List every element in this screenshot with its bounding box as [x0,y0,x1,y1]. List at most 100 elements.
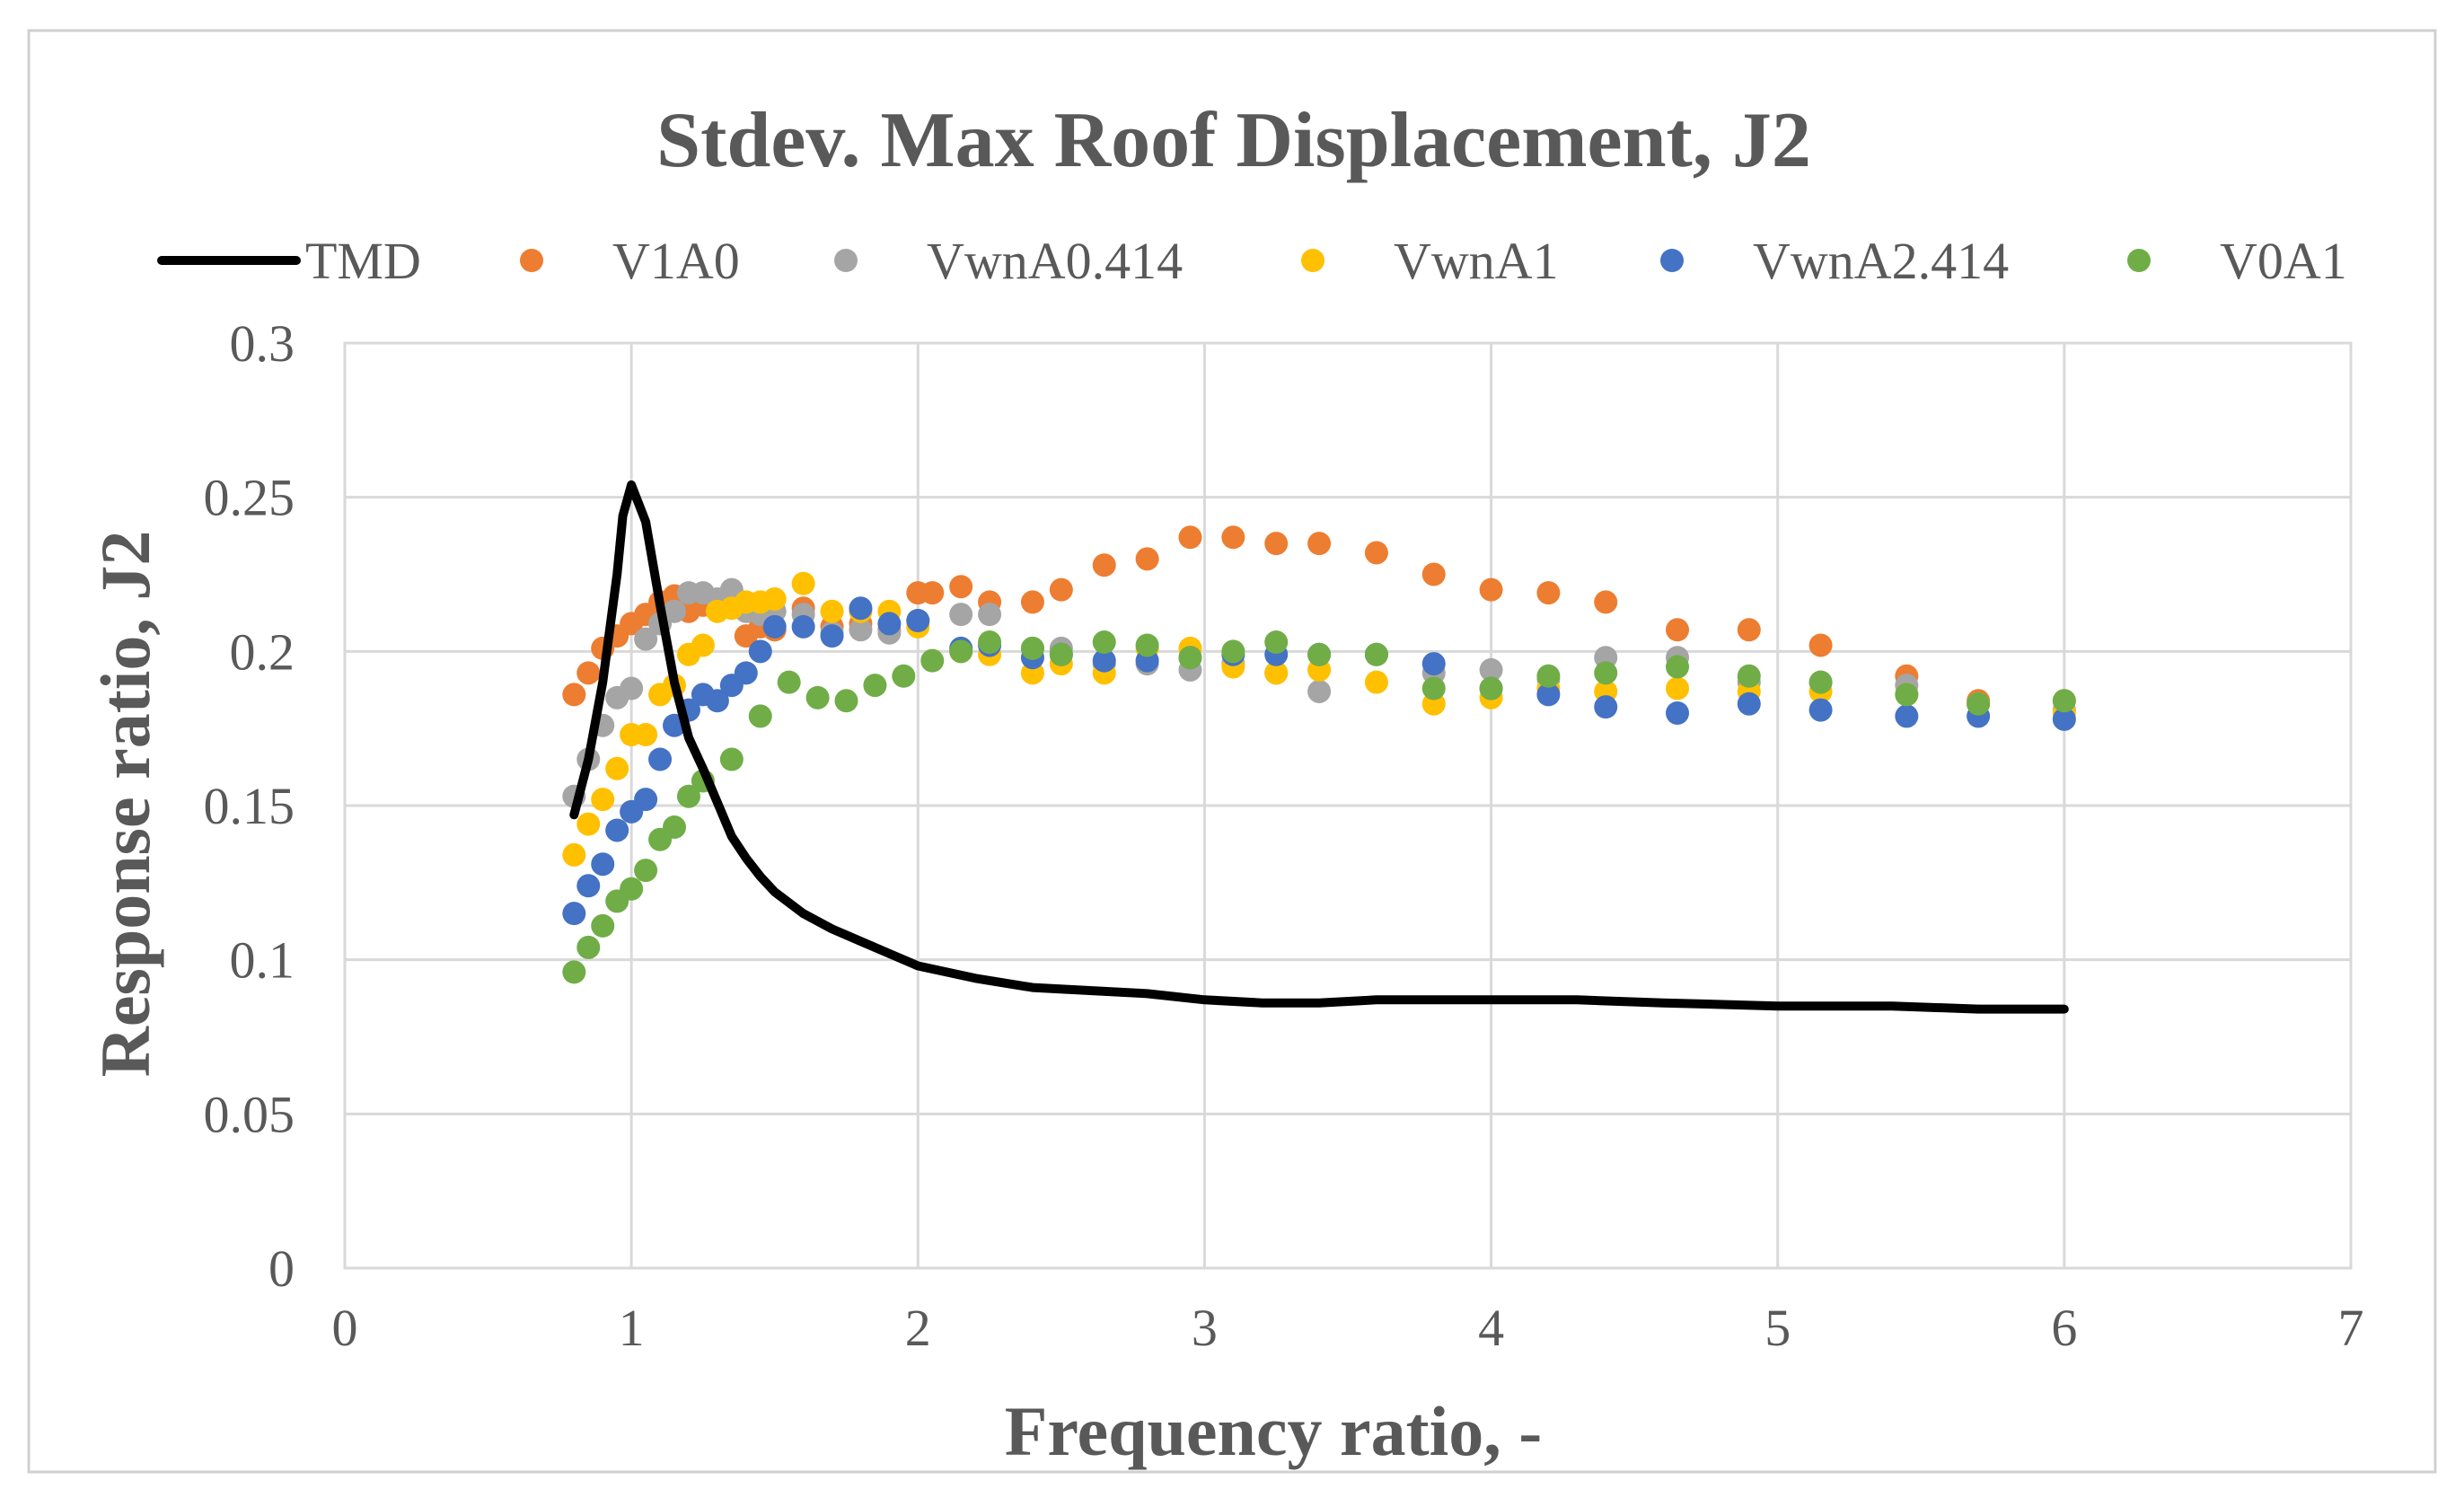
legend-label-vwna1: VwnA1 [1394,232,1559,290]
data-point-vwna2-414 [605,818,629,842]
data-point-vwna2-414 [820,624,844,648]
data-point-v1a0 [1421,562,1446,586]
data-point-v0a1 [634,859,658,883]
data-point-vwna2-414 [1808,698,1833,722]
data-point-vwna2-414 [2052,707,2076,731]
data-point-v0a1 [591,913,615,938]
series-v0a1 [562,630,2076,984]
legend-marker-v0a1 [2127,249,2151,272]
data-point-vwna1 [762,586,787,611]
data-point-vwna1 [591,788,615,812]
data-point-v1a0 [1049,577,1073,602]
data-point-v1a0 [1264,532,1289,556]
x-tick-label: 4 [1478,1299,1504,1357]
x-tick-label: 0 [332,1299,358,1357]
data-point-vwna2-414 [1737,692,1761,716]
data-point-vwna2-414 [705,689,729,713]
y-tick-label: 0 [268,1239,295,1298]
x-tick-label: 5 [1764,1299,1791,1357]
data-point-v0a1 [1135,633,1159,657]
data-point-v0a1 [1020,636,1044,660]
data-point-vwna2-414 [1536,683,1561,707]
legend-marker-v1a0 [520,249,543,272]
data-point-v1a0 [1178,525,1202,550]
data-point-vwna2-414 [748,639,772,664]
legend-marker-vwna1 [1301,249,1324,272]
data-point-v0a1 [1049,642,1073,666]
y-tick-label: 0.05 [204,1085,295,1143]
data-point-v0a1 [676,784,700,808]
data-point-v1a0 [1737,618,1761,642]
data-point-v0a1 [1092,630,1116,655]
x-axis-ticks: 0 1 2 3 4 5 6 7 [332,1299,2364,1357]
data-point-v0a1 [748,704,772,728]
data-point-v1a0 [1479,577,1503,602]
data-point-v1a0 [1135,547,1159,571]
legend-label-v0a1: V0A1 [2220,232,2347,290]
grid [343,341,2353,1270]
data-point-v0a1 [1737,664,1761,688]
data-point-vwna1 [576,812,601,836]
data-point-vwna1 [1666,676,1690,701]
chart-frame [27,29,2437,1474]
data-point-vwna2-414 [1421,652,1446,676]
legend: TMD V1A0 VwnA0.414 VwnA1 VwnA2.414 V0A1 [157,232,2347,290]
data-point-vwna2-414 [634,788,658,812]
data-point-v0a1 [949,639,973,664]
data-point-vwna1 [691,633,715,657]
data-point-v1a0 [576,661,601,685]
x-axis-title: Frequency ratio, - [1005,1392,1543,1470]
data-point-v0a1 [562,960,586,984]
data-point-v1a0 [920,581,945,605]
data-point-vwna1 [791,571,815,595]
data-point-v0a1 [1967,692,1991,716]
data-point-v0a1 [777,670,801,694]
y-tick-label: 0.3 [230,314,295,373]
legend-label-vwna2-414: VwnA2.414 [1753,232,2009,290]
data-point-v0a1 [1808,670,1833,694]
data-point-vwna2-414 [562,902,586,926]
data-point-v0a1 [920,648,945,673]
legend-marker-vwna2-414 [1660,249,1684,272]
data-point-v1a0 [562,683,586,707]
data-point-vwna1 [605,756,629,780]
y-tick-label: 0.25 [204,469,295,527]
data-point-vwna0-414 [663,599,687,623]
data-point-v1a0 [1808,633,1833,657]
data-point-v0a1 [1594,661,1618,685]
data-point-v0a1 [805,685,830,709]
data-point-v0a1 [1479,676,1503,701]
data-point-vwna2-414 [1666,701,1690,725]
data-point-vwna2-414 [791,614,815,639]
data-point-vwna2-414 [1092,648,1116,673]
data-point-v0a1 [863,674,887,698]
data-point-v0a1 [892,664,916,688]
data-point-v0a1 [1264,630,1289,655]
series-layer [562,480,2076,1014]
data-point-vwna0-414 [634,627,658,651]
chart-title: Stdev. Max Roof Displacement, J2 [656,97,1811,184]
data-point-vwna2-414 [734,661,758,685]
legend-marker-vwna0-414 [834,249,858,272]
data-point-v0a1 [834,689,858,713]
data-point-v0a1 [663,815,687,840]
data-point-v1a0 [949,575,973,599]
data-point-v0a1 [1221,639,1245,664]
data-point-vwna1 [1264,661,1289,685]
data-point-v1a0 [1092,553,1116,577]
data-point-v1a0 [1364,541,1388,565]
data-point-v1a0 [1020,590,1044,614]
data-point-vwna0-414 [978,603,1002,627]
data-point-v0a1 [2052,689,2076,713]
y-axis-title: Response ratio, J2 [86,531,164,1078]
data-point-v0a1 [719,747,744,771]
data-point-vwna1 [820,599,844,623]
data-point-v0a1 [1536,664,1561,688]
data-point-v1a0 [1594,590,1618,614]
x-tick-label: 1 [619,1299,645,1357]
data-point-v0a1 [1421,676,1446,701]
data-point-v1a0 [1536,581,1561,605]
data-point-v1a0 [1221,525,1245,550]
data-point-v0a1 [1364,642,1388,666]
x-tick-label: 3 [1192,1299,1218,1357]
